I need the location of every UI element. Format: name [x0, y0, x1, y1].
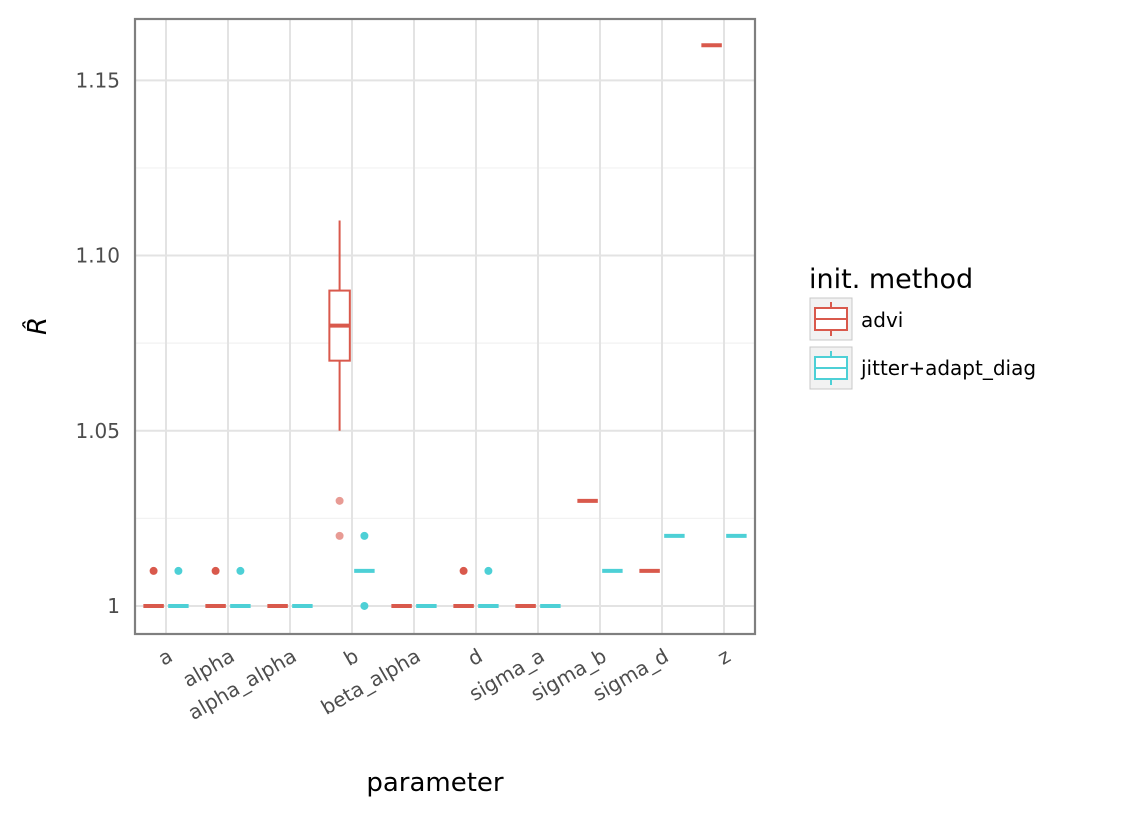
box-b-advi	[328, 220, 351, 540]
outlier-point	[174, 566, 183, 575]
legend-key-jitter	[809, 346, 853, 390]
y-tick-label: 1.05	[75, 419, 120, 443]
outlier-point	[211, 566, 220, 575]
legend: init. method advi jitter+adapt_diag	[809, 264, 1036, 390]
y-tick-label: 1.10	[75, 244, 120, 268]
outlier-point	[335, 496, 344, 505]
box-a-advi	[143, 566, 164, 608]
x-tick-label: z	[713, 644, 734, 670]
outlier-point	[484, 566, 493, 575]
box-marks	[143, 43, 747, 610]
legend-key-advi	[809, 297, 853, 341]
x-tick-label: beta_alpha	[317, 644, 425, 720]
box-a-jitter	[168, 566, 189, 608]
x-tick-label: b	[339, 644, 362, 671]
outlier-point	[335, 531, 344, 540]
x-tick-label: a	[154, 644, 177, 671]
legend-label-advi: advi	[861, 308, 903, 332]
y-axis-ticks: 1 1.05 1.10 1.15	[75, 68, 120, 618]
outlier-point	[459, 566, 468, 575]
outlier-point	[236, 566, 245, 575]
box-b-jitter	[354, 531, 375, 610]
y-tick-label: 1.15	[75, 68, 120, 92]
box-d-advi	[453, 566, 474, 608]
legend-title: init. method	[809, 264, 973, 295]
legend-label-jitter: jitter+adapt_diag	[860, 356, 1036, 380]
box-alpha-advi	[205, 566, 226, 608]
x-axis-title: parameter	[366, 768, 504, 798]
plot-panel-border	[133, 17, 757, 636]
outlier-point	[149, 566, 158, 575]
outlier-point	[360, 531, 369, 540]
outlier-point	[360, 601, 369, 610]
y-axis-title: R̂	[21, 317, 53, 335]
box-alpha-jitter	[230, 566, 251, 608]
grid-lines	[135, 19, 755, 634]
box-d-jitter	[478, 566, 499, 608]
x-tick-label: d	[463, 644, 486, 671]
y-tick-label: 1	[107, 594, 120, 618]
